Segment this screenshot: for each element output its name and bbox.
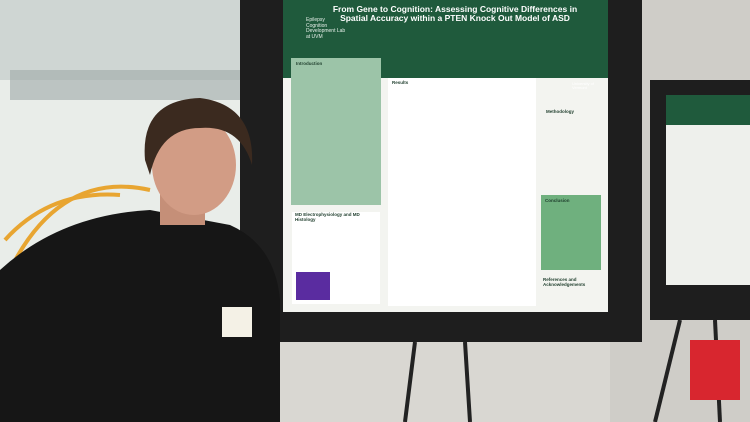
lab-logo: Epilepsy Cognition Development Lab at UV… — [306, 17, 346, 40]
second-poster-header — [666, 95, 750, 125]
face — [152, 115, 236, 215]
name-badge — [222, 307, 252, 337]
second-poster — [666, 95, 750, 285]
window-frame — [10, 70, 240, 100]
red-bag — [690, 340, 740, 400]
section-heading: References and Acknowledgements — [543, 277, 586, 287]
intro-box — [291, 58, 381, 205]
section-heading: Conclusion — [545, 198, 570, 203]
results-box — [388, 78, 536, 306]
section-heading: Introduction — [296, 61, 323, 66]
histology-image — [296, 272, 330, 300]
conclusion-box — [541, 195, 601, 270]
hair — [144, 98, 253, 175]
university-logo: University of Vermont — [572, 81, 595, 91]
shirt — [0, 210, 280, 422]
poster-title: From Gene to Cognition: Assessing Cognit… — [332, 4, 578, 24]
section-heading: MD Electrophysiology and MD Histology — [295, 212, 360, 222]
ceiling — [0, 0, 245, 80]
section-heading: Methodology — [546, 109, 574, 114]
section-heading: Results — [392, 80, 409, 85]
